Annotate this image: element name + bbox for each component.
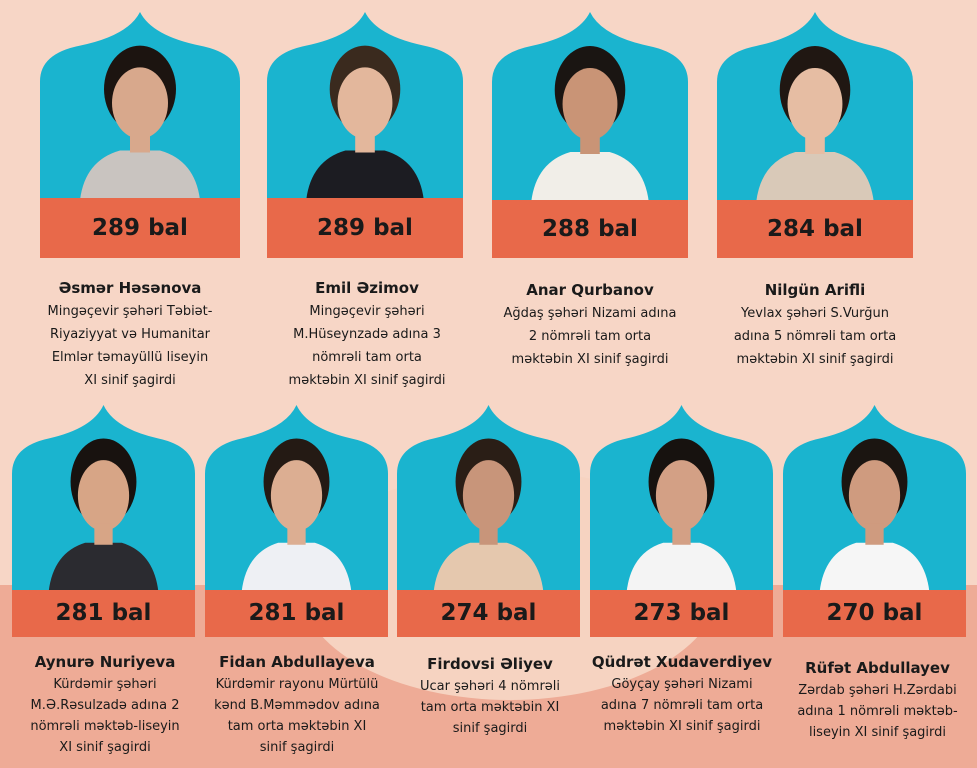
student-photo [306,45,424,200]
student-info: Qüdrət Xudaverdiyev Göyçay şəhəri Nizami a… [586,650,778,737]
school-line: Yevlax şəhəri S.Vurğun [741,306,889,321]
student-info: Əsmər Həsənova Mingəçevir şəhəri Təbiət- R… [0,276,260,392]
school-line: Elmlər təmayüllü liseyin [51,350,209,365]
student-name: Firdovsi Əliyev [427,655,553,673]
school-line: Zərdab şəhəri H.Zərdabi [798,683,957,698]
school-line: məktəbin XI sinif şagirdi [603,719,761,734]
score-band: 273 bal [590,590,773,637]
school-line: Mingəçevir şəhəri [309,304,425,319]
score-band: 288 bal [492,200,688,258]
school-line: adına 1 nömrəli məktəb- [797,704,958,719]
score-band: 284 bal [717,200,913,258]
school-line: adına 5 nömrəli tam orta [733,329,897,344]
school-line: 2 nömrəli tam orta [528,329,652,344]
student-info: Rüfət Abdullayev Zərdab şəhəri H.Zərdabi a… [778,656,977,743]
student-photo [80,45,200,200]
student-info: Fidan Abdullayeva Kürdəmir rayonu Mürtülü… [196,650,398,758]
school-line: tam orta məktəbin XI [420,700,560,715]
school-line: Göyçay şəhəri Nizami [611,677,753,692]
school-line: M.Ə.Rəsulzadə adına 2 [30,698,180,713]
student-name: Aynurə Nuriyeva [34,653,176,671]
school-line: sinif şagirdi [259,740,335,755]
school-line: Kürdəmir rayonu Mürtülü [215,677,379,692]
school-line: nömrəli məktəb-liseyin [30,719,180,734]
student-name: Fidan Abdullayeva [219,653,375,671]
school-line: məktəbin XI sinif şagirdi [288,373,446,388]
school-line: XI sinif şagirdi [59,740,151,755]
school-line: M.Hüseynzadə adına 3 [293,327,441,342]
school-line: məktəbin XI sinif şagirdi [736,352,894,367]
school-line: kənd B.Məmmədov adına [214,698,380,713]
school-line: məktəbin XI sinif şagirdi [511,352,669,367]
arch-frame [783,405,966,592]
student-photo [819,438,930,592]
student-name: Emil Əzimov [315,279,419,297]
arch-frame [590,405,773,592]
school-line: XI sinif şagirdi [84,373,176,388]
student-photo [433,438,544,592]
score-band: 274 bal [397,590,580,637]
school-line: Riyaziyyat və Humanitar [49,327,211,342]
school-line: Ağdaş şəhəri Nizami adına [503,306,677,321]
arch-frame [492,12,688,202]
arch-frame [12,405,195,592]
arch-frame [717,12,913,202]
school-line: sinif şagirdi [452,721,528,736]
school-line: tam orta məktəbin XI [227,719,367,734]
student-info: Anar Qurbanov Ağdaş şəhəri Nizami adına 2 … [490,278,690,371]
score-band: 289 bal [267,198,463,258]
school-line: nömrəli tam orta [312,350,422,365]
student-info: Emil Əzimov Mingəçevir şəhəri M.Hüseynzadə… [262,276,472,392]
score-band: 289 bal [40,198,240,258]
student-photo [756,46,874,202]
student-name: Anar Qurbanov [526,281,654,299]
student-photo [626,438,737,592]
student-info: Firdovsi Əliyev Ucar şəhəri 4 nömrəli tam … [390,652,590,739]
arch-frame [267,12,463,200]
score-band: 281 bal [205,590,388,637]
school-line: Kürdəmir şəhəri [53,677,157,692]
school-line: liseyin XI sinif şagirdi [808,725,947,740]
arch-frame [40,12,240,200]
school-line: Ucar şəhəri 4 nömrəli [419,679,561,694]
student-name: Rüfət Abdullayev [805,659,950,677]
score-band: 270 bal [783,590,966,637]
arch-frame [397,405,580,592]
student-photo [241,438,352,592]
student-name: Əsmər Həsənova [58,279,202,297]
student-photo [531,46,649,202]
student-info: Nilgün Arifli Yevlax şəhəri S.Vurğun adına… [710,278,920,371]
student-photo [48,438,159,592]
student-info: Aynurə Nuriyeva Kürdəmir şəhəri M.Ə.Rəsulz… [0,650,210,758]
score-band: 281 bal [12,590,195,637]
student-name: Nilgün Arifli [764,281,866,299]
school-line: adına 7 nömrəli tam orta [600,698,764,713]
arch-frame [205,405,388,592]
student-name: Qüdrət Xudaverdiyev [591,653,773,671]
school-line: Mingəçevir şəhəri Təbiət- [47,304,213,319]
